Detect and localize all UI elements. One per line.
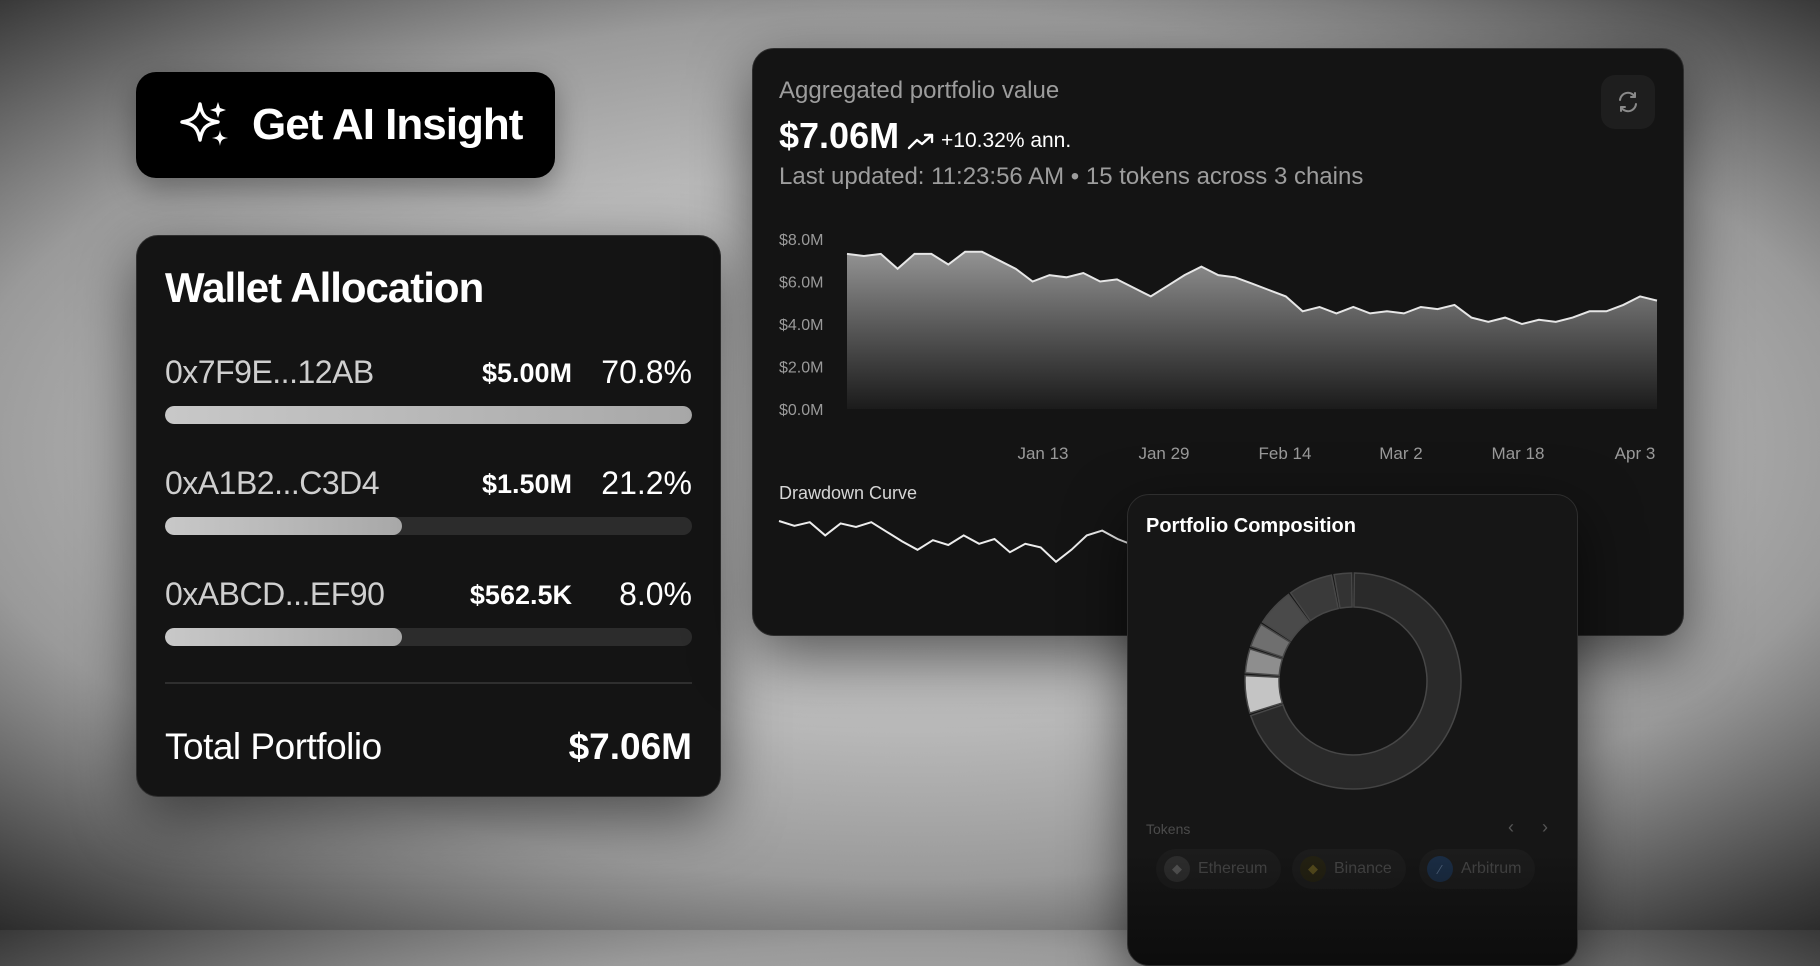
chevron-right-icon[interactable]: › xyxy=(1542,817,1548,837)
wallet-row[interactable]: 0xA1B2...C3D4 $1.50M 21.2% xyxy=(165,465,692,545)
wallet-amount: $562.5K xyxy=(469,580,572,610)
drawdown-line xyxy=(778,520,1134,564)
x-tick-label: Feb 14 xyxy=(1259,444,1312,463)
donut-slice[interactable] xyxy=(1289,574,1340,622)
donut-slice[interactable] xyxy=(1249,623,1292,659)
portfolio-value-chart: $8.0M $6.0M $4.0M $2.0M $0.0M Jan 13 Jan 29 Feb… xyxy=(778,232,1658,564)
wallet-row[interactable]: 0x7F9E...12AB $5.00M 70.8% xyxy=(165,354,692,434)
divider xyxy=(165,682,692,684)
growth-text: +10.32% ann. xyxy=(941,129,1072,152)
total-portfolio-label: Total Portfolio xyxy=(165,726,382,767)
get-ai-insight-button[interactable]: Get AI Insight xyxy=(136,72,555,178)
composition-donut-chart xyxy=(1244,572,1462,790)
wallet-address: 0x7F9E...12AB xyxy=(165,354,374,390)
wallet-row[interactable]: 0xABCD...EF90 $562.5K 8.0% xyxy=(165,576,692,656)
y-tick-label: $6.0M xyxy=(779,275,823,292)
y-tick-label: $0.0M xyxy=(779,402,823,419)
portfolio-value: $7.06M xyxy=(779,115,900,156)
allocation-bar-fill xyxy=(165,628,403,646)
portfolio-composition-title: Portfolio Composition xyxy=(1146,515,1356,537)
last-updated-text: Last updated: 11:23:56 AM • 15 tokens ac… xyxy=(779,163,1364,190)
portfolio-value-title: Aggregated portfolio value xyxy=(779,77,1060,104)
growth-badge: +10.32% ann. xyxy=(907,129,1071,153)
token-chip-label: Ethereum xyxy=(1198,860,1268,877)
binance-icon: ◆ xyxy=(1300,856,1326,882)
wallet-amount: $5.00M xyxy=(481,358,572,388)
token-chip-label: Binance xyxy=(1334,860,1392,877)
total-portfolio-value: $7.06M xyxy=(568,726,692,767)
sparkles-icon xyxy=(180,102,228,146)
token-chip-arbitrum[interactable]: ∕ Arbitrum xyxy=(1419,849,1536,889)
wallet-amount: $1.50M xyxy=(481,469,572,499)
donut-slice[interactable] xyxy=(1333,572,1353,610)
allocation-bar-fill xyxy=(165,517,403,535)
arbitrum-icon: ∕ xyxy=(1427,856,1453,882)
wallet-allocation-title: Wallet Allocation xyxy=(165,264,484,311)
donut-slice[interactable] xyxy=(1249,572,1462,790)
x-tick-label: Jan 13 xyxy=(1017,444,1068,463)
refresh-icon xyxy=(1619,91,1637,113)
y-tick-label: $8.0M xyxy=(779,232,823,249)
area-fill xyxy=(847,251,1657,409)
allocation-bar xyxy=(165,628,692,646)
wallet-address: 0xABCD...EF90 xyxy=(165,576,385,612)
wallet-percent: 70.8% xyxy=(601,354,692,390)
drawdown-curve-label: Drawdown Curve xyxy=(779,483,918,503)
wallet-percent: 21.2% xyxy=(601,465,692,501)
wallet-allocation-panel: Wallet Allocation 0x7F9E...12AB $5.00M 7… xyxy=(136,235,721,797)
wallet-address: 0xA1B2...C3D4 xyxy=(165,465,380,501)
allocation-bar xyxy=(165,406,692,424)
portfolio-composition-panel: Portfolio Composition Tokens ‹ › ◆ Ether… xyxy=(1127,494,1578,966)
x-tick-label: Mar 2 xyxy=(1379,444,1422,463)
x-tick-label: Apr 3 xyxy=(1615,444,1656,463)
trending-up-icon xyxy=(907,133,934,150)
ai-insight-label: Get AI Insight xyxy=(252,100,523,149)
y-tick-label: $4.0M xyxy=(779,317,823,334)
x-tick-label: Jan 29 xyxy=(1138,444,1189,463)
chevron-left-icon[interactable]: ‹ xyxy=(1508,817,1514,837)
donut-slice[interactable] xyxy=(1244,674,1284,715)
ethereum-icon: ◆ xyxy=(1164,856,1190,882)
allocation-bar-fill xyxy=(165,406,692,424)
y-tick-label: $2.0M xyxy=(779,360,823,377)
refresh-button[interactable] xyxy=(1601,75,1655,129)
token-chip-label: Arbitrum xyxy=(1461,860,1522,877)
token-chip-ethereum[interactable]: ◆ Ethereum xyxy=(1156,849,1282,889)
x-tick-label: Mar 18 xyxy=(1492,444,1545,463)
allocation-bar xyxy=(165,517,692,535)
donut-slice[interactable] xyxy=(1244,647,1284,677)
donut-slice[interactable] xyxy=(1261,593,1310,642)
tokens-label: Tokens xyxy=(1146,821,1191,837)
wallet-percent: 8.0% xyxy=(619,576,692,612)
series-line xyxy=(846,250,1658,326)
token-chip-binance[interactable]: ◆ Binance xyxy=(1292,849,1406,889)
